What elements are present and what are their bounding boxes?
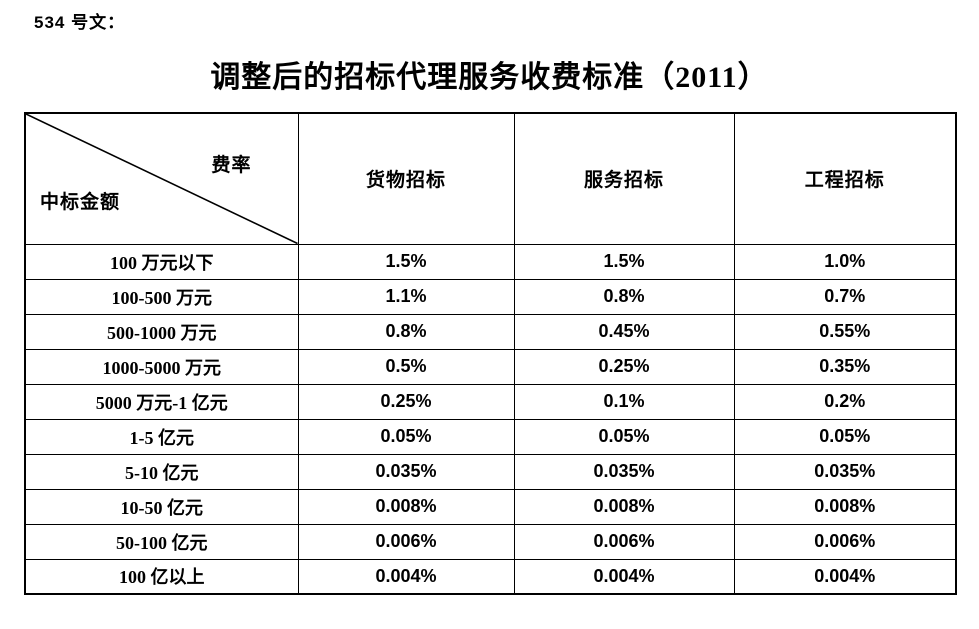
- corner-header-cell: 费率 中标金额: [24, 112, 299, 245]
- fee-value: 1.0%: [733, 243, 957, 280]
- row-label: 500-1000 万元: [24, 313, 299, 350]
- fee-value: 0.2%: [733, 383, 957, 420]
- fee-value: 0.8%: [297, 313, 515, 350]
- table-row: 100 亿以上 0.004% 0.004% 0.004%: [24, 558, 957, 595]
- column-header-works: 工程招标: [733, 112, 957, 245]
- fee-value: 0.006%: [297, 523, 515, 560]
- corner-label-amount: 中标金额: [40, 191, 121, 213]
- table-row: 1000-5000 万元 0.5% 0.25% 0.35%: [24, 348, 957, 385]
- fee-value: 0.25%: [297, 383, 515, 420]
- fee-value: 0.035%: [297, 453, 515, 490]
- fee-value: 1.1%: [297, 278, 515, 315]
- fee-value: 1.5%: [297, 243, 515, 280]
- row-label: 50-100 亿元: [24, 523, 299, 560]
- fee-value: 0.7%: [733, 278, 957, 315]
- fee-value: 0.5%: [297, 348, 515, 385]
- fee-value: 0.004%: [297, 558, 515, 595]
- row-label: 100 亿以上: [24, 558, 299, 595]
- row-label: 5-10 亿元: [24, 453, 299, 490]
- fee-value: 0.004%: [513, 558, 735, 595]
- row-label: 100 万元以下: [24, 243, 299, 280]
- fee-value: 0.008%: [297, 488, 515, 525]
- row-label: 10-50 亿元: [24, 488, 299, 525]
- fee-value: 0.035%: [733, 453, 957, 490]
- corner-label-rate: 费率: [211, 155, 252, 176]
- column-header-services: 服务招标: [513, 112, 735, 245]
- fee-value: 0.05%: [297, 418, 515, 455]
- table-row: 500-1000 万元 0.8% 0.45% 0.55%: [24, 313, 957, 350]
- table-row: 1-5 亿元 0.05% 0.05% 0.05%: [24, 418, 957, 455]
- fee-value: 0.006%: [733, 523, 957, 560]
- table-row: 100 万元以下 1.5% 1.5% 1.0%: [24, 243, 957, 280]
- fee-value: 0.25%: [513, 348, 735, 385]
- fee-value: 0.008%: [513, 488, 735, 525]
- fee-value: 0.35%: [733, 348, 957, 385]
- table-row: 100-500 万元 1.1% 0.8% 0.7%: [24, 278, 957, 315]
- row-label: 1000-5000 万元: [24, 348, 299, 385]
- diagonal-divider-line: [26, 114, 298, 244]
- fee-value: 0.006%: [513, 523, 735, 560]
- fee-value: 0.004%: [733, 558, 957, 595]
- fee-table: 费率 中标金额 货物招标 服务招标 工程招标 100 万元以下 1.5% 1.5…: [24, 112, 957, 595]
- column-header-goods: 货物招标: [297, 112, 515, 245]
- fee-value: 0.035%: [513, 453, 735, 490]
- fee-value: 0.55%: [733, 313, 957, 350]
- row-label: 100-500 万元: [24, 278, 299, 315]
- fee-value: 0.45%: [513, 313, 735, 350]
- fee-value: 0.05%: [513, 418, 735, 455]
- fee-value: 0.1%: [513, 383, 735, 420]
- row-label: 1-5 亿元: [24, 418, 299, 455]
- table-row: 5000 万元-1 亿元 0.25% 0.1% 0.2%: [24, 383, 957, 420]
- doc-number-label: 534 号文：: [34, 13, 126, 32]
- page-title: 调整后的招标代理服务收费标准（2011）: [210, 61, 769, 94]
- fee-value: 0.05%: [733, 418, 957, 455]
- fee-value: 0.008%: [733, 488, 957, 525]
- fee-value: 1.5%: [513, 243, 735, 280]
- table-row: 10-50 亿元 0.008% 0.008% 0.008%: [24, 488, 957, 525]
- table-row: 5-10 亿元 0.035% 0.035% 0.035%: [24, 453, 957, 490]
- table-header-row: 费率 中标金额 货物招标 服务招标 工程招标: [24, 112, 957, 245]
- fee-value: 0.8%: [513, 278, 735, 315]
- table-row: 50-100 亿元 0.006% 0.006% 0.006%: [24, 523, 957, 560]
- row-label: 5000 万元-1 亿元: [24, 383, 299, 420]
